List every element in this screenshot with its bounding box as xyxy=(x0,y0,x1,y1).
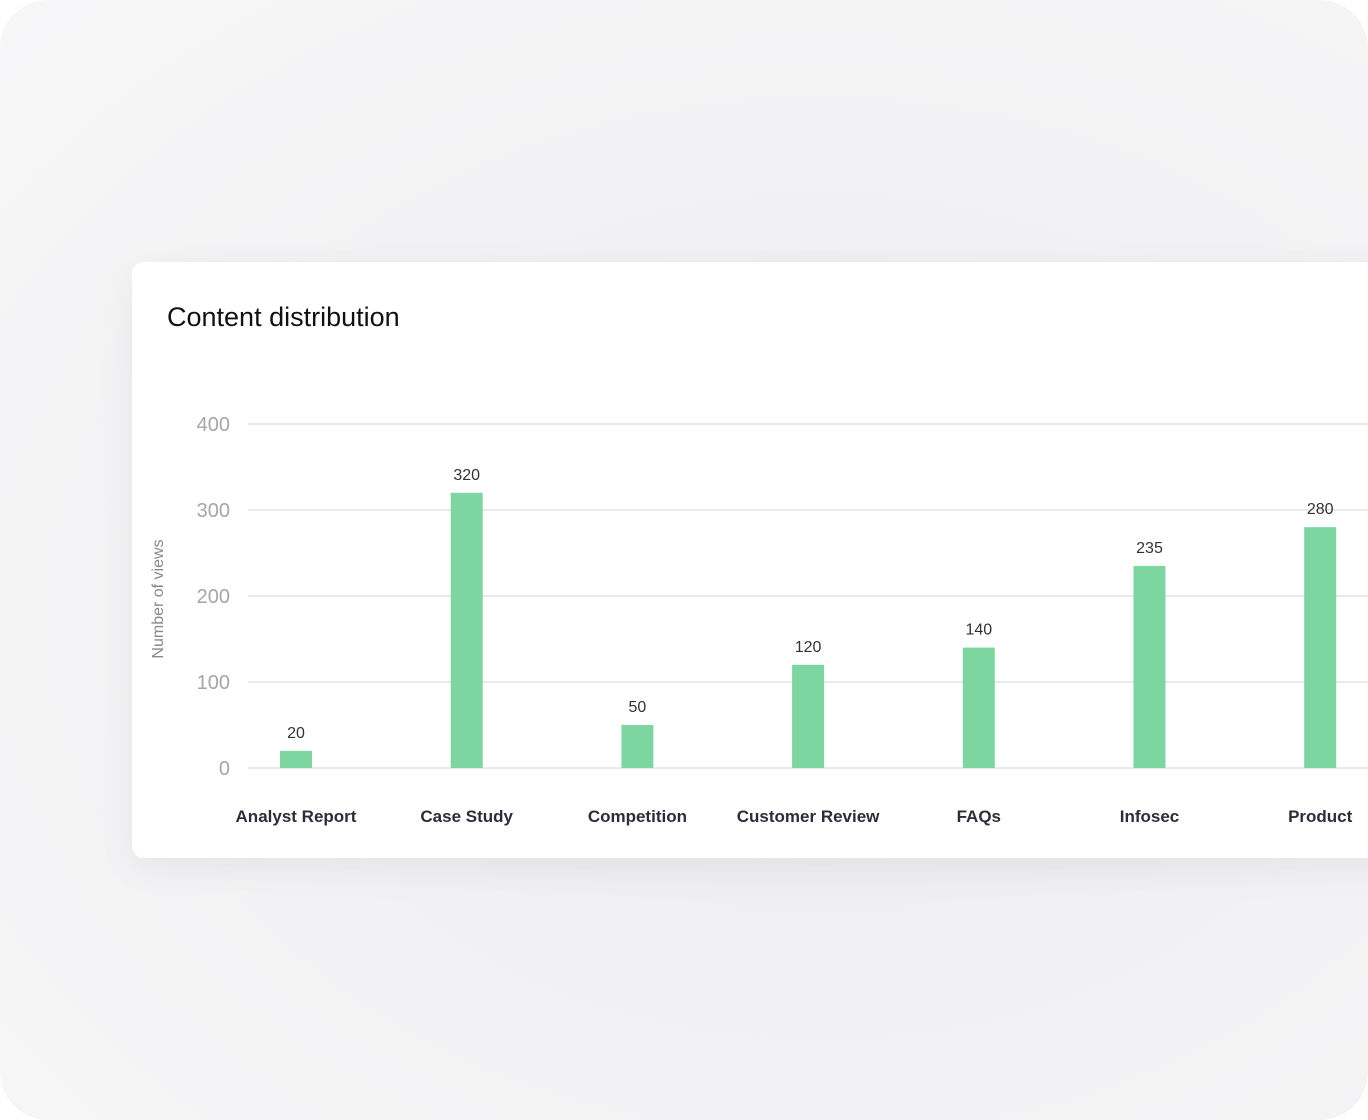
data-label: 20 xyxy=(287,725,305,742)
bar xyxy=(621,725,654,768)
data-label: 140 xyxy=(965,622,992,639)
y-tick-label: 200 xyxy=(197,586,230,608)
x-tick-label: Case Study xyxy=(420,807,513,826)
bar xyxy=(1304,527,1337,768)
y-axis-label: Number of views xyxy=(150,539,167,658)
y-tick-label: 300 xyxy=(197,500,230,522)
x-tick-label: FAQs xyxy=(957,807,1001,826)
x-tick-label: Competition xyxy=(588,807,687,826)
data-label: 50 xyxy=(629,699,647,716)
y-tick-label: 400 xyxy=(197,414,230,436)
chart-card: Content distribution 0 100 200 300 400 Number… xyxy=(132,262,1368,858)
data-label: 280 xyxy=(1307,501,1334,518)
data-label: 320 xyxy=(453,467,480,484)
bar xyxy=(792,664,825,768)
y-tick-label: 100 xyxy=(197,672,230,694)
bar xyxy=(450,492,483,768)
x-tick-label: Product xyxy=(1288,807,1353,826)
x-tick-label: Analyst Report xyxy=(236,807,357,826)
bar xyxy=(1133,565,1166,768)
bar xyxy=(962,647,995,768)
y-tick-label: 0 xyxy=(219,758,230,780)
bar xyxy=(280,750,312,768)
chart-title: Content distribution xyxy=(167,302,400,332)
x-tick-label: Infosec xyxy=(1120,807,1180,826)
data-label: 120 xyxy=(795,639,822,656)
data-label: 235 xyxy=(1136,540,1163,557)
x-tick-label: Customer Review xyxy=(737,807,880,826)
bar-chart: 0 100 200 300 400 Number of views 20 Analyst Re… xyxy=(150,414,1368,826)
